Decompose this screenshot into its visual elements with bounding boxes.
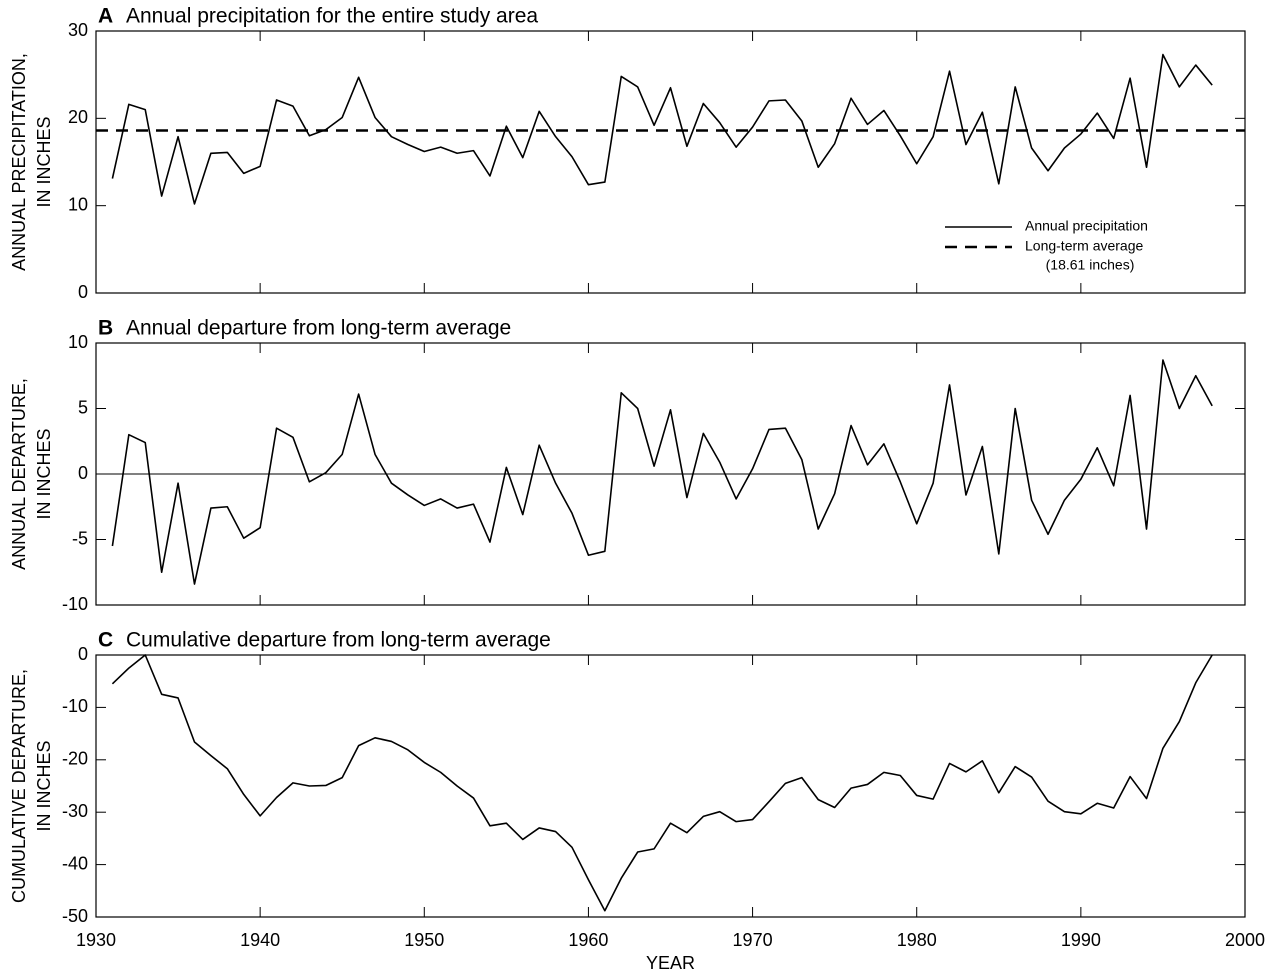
legend-label: Annual precipitation — [1025, 218, 1148, 234]
y-tick-label: 10 — [68, 332, 88, 352]
panel-title: Annual precipitation for the entire stud… — [126, 5, 538, 28]
y-axis-label: IN INCHES — [34, 740, 54, 831]
y-tick-label: 20 — [68, 107, 88, 127]
y-tick-label: 0 — [78, 644, 88, 664]
y-axis-label: ANNUAL DEPARTURE, — [9, 378, 29, 570]
panel-letter: B — [98, 317, 113, 340]
y-tick-label: 10 — [68, 194, 88, 214]
panel-letter: A — [98, 5, 113, 28]
x-tick-label: 2000 — [1225, 930, 1265, 950]
panel-title: Annual departure from long-term average — [126, 317, 511, 340]
y-axis-label: CUMULATIVE DEPARTURE, — [9, 669, 29, 903]
y-tick-label: -5 — [72, 528, 88, 548]
y-tick-label: 0 — [78, 463, 88, 483]
y-axis-label: IN INCHES — [34, 116, 54, 207]
x-axis-label: YEAR — [646, 953, 695, 973]
y-tick-label: -50 — [62, 906, 88, 926]
data-line — [111, 654, 1213, 912]
plot-frame — [95, 30, 1246, 294]
x-tick-label: 1970 — [733, 930, 773, 950]
x-tick-label: 1930 — [76, 930, 116, 950]
data-line — [111, 53, 1213, 205]
x-tick-label: 1950 — [404, 930, 444, 950]
plot-frame — [95, 654, 1246, 918]
y-tick-label: -10 — [62, 696, 88, 716]
y-tick-label: -20 — [62, 749, 88, 769]
y-tick-label: -10 — [62, 594, 88, 614]
x-tick-label: 1960 — [568, 930, 608, 950]
x-tick-label: 1940 — [240, 930, 280, 950]
y-tick-label: 5 — [78, 397, 88, 417]
y-axis-label: IN INCHES — [34, 428, 54, 519]
y-axis-label: ANNUAL PRECIPITATION, — [9, 53, 29, 271]
y-tick-label: 0 — [78, 282, 88, 302]
legend-label: (18.61 inches) — [1046, 257, 1135, 273]
y-tick-label: -40 — [62, 853, 88, 873]
y-tick-label: 30 — [68, 20, 88, 40]
data-line — [111, 359, 1213, 585]
x-tick-label: 1990 — [1061, 930, 1101, 950]
legend-label: Long-term average — [1025, 238, 1144, 254]
y-tick-label: -30 — [62, 801, 88, 821]
panel-title: Cumulative departure from long-term aver… — [126, 629, 551, 652]
x-tick-label: 1980 — [897, 930, 937, 950]
panel-letter: C — [98, 629, 113, 652]
